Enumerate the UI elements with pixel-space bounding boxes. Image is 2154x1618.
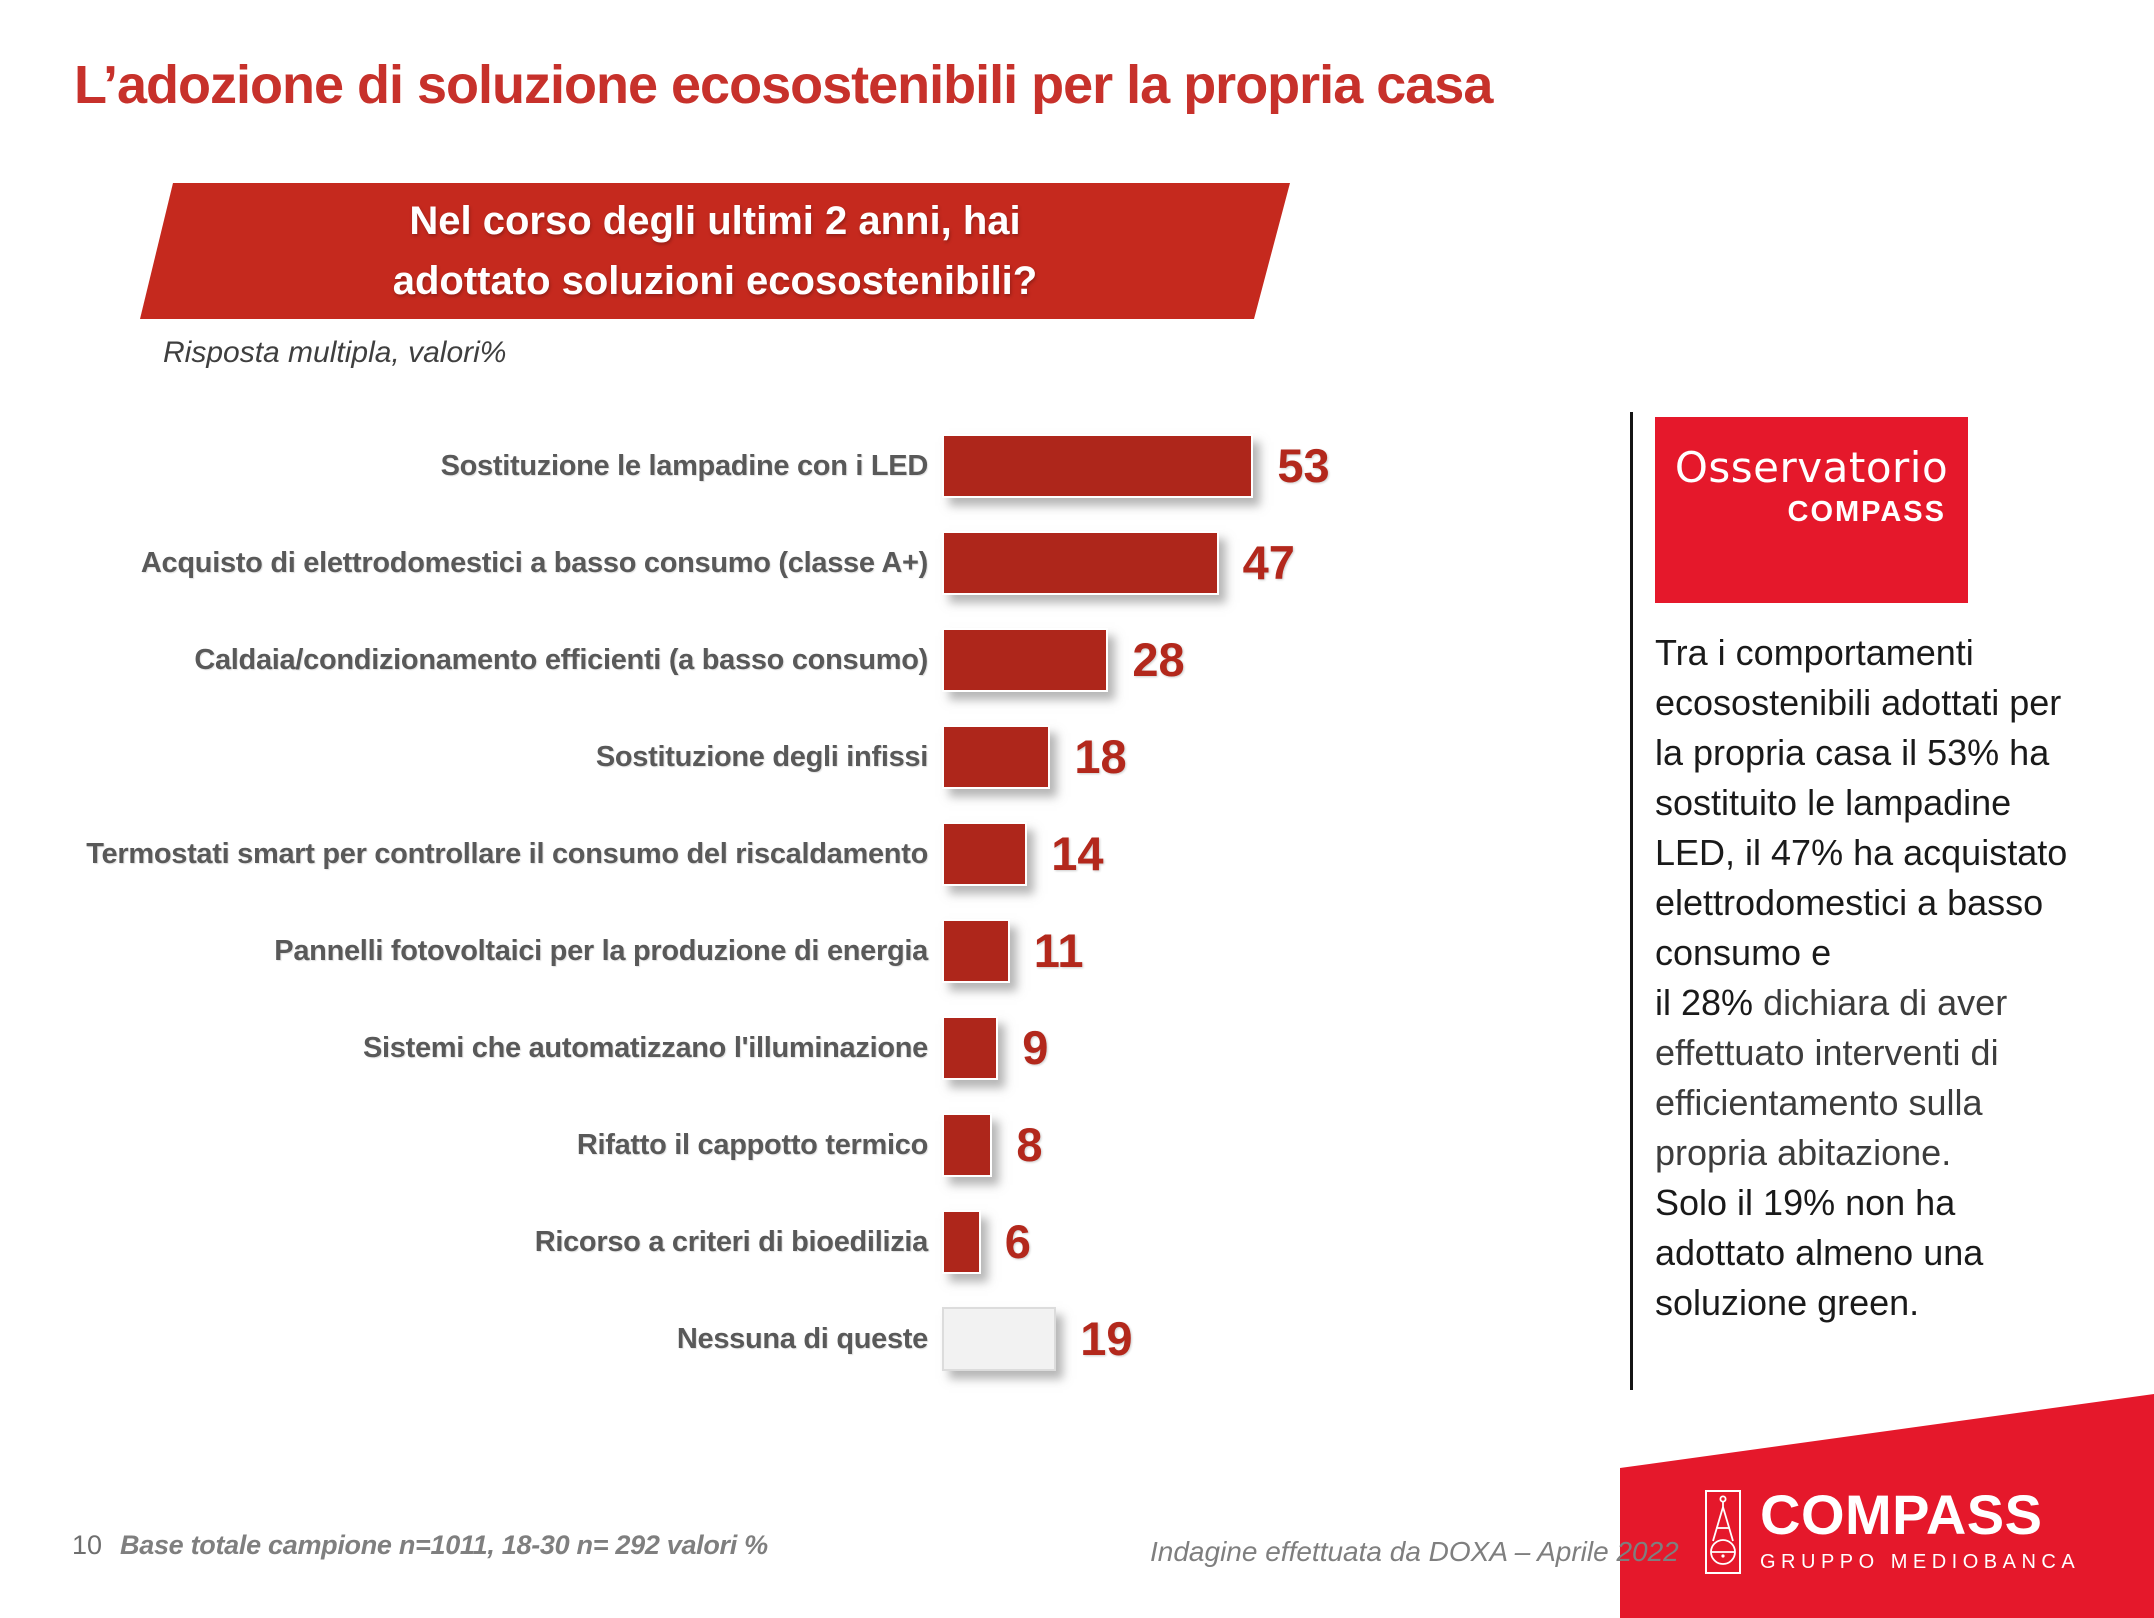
compass-brand-name: COMPASS (1760, 1483, 2043, 1546)
vertical-divider (1630, 412, 1633, 1390)
page-title: L’adozione di soluzione ecosostenibili p… (74, 55, 1493, 115)
bar (942, 821, 1028, 886)
chart-row: Caldaia/condizionamento efficienti (a ba… (70, 611, 1630, 708)
chart-row: Sostituzione le lampadine con i LED 53 (70, 417, 1630, 514)
category-label: Termostati smart per controllare il cons… (86, 837, 928, 870)
value-label: 18 (1074, 730, 1127, 783)
bar (942, 1209, 981, 1274)
compass-brand-text: COMPASS GRUPPO MEDIOBANCA (1760, 1486, 2140, 1574)
bar (942, 724, 1051, 789)
osservatorio-logo-script: Osservatorio (1674, 443, 1949, 492)
value-label: 14 (1051, 827, 1104, 880)
question-banner-line1: Nel corso degli ultimi 2 anni, hai (409, 199, 1021, 243)
chart-row: Sistemi che automatizzano l'illuminazion… (70, 999, 1630, 1096)
compass-brand-banner: COMPASS GRUPPO MEDIOBANCA (1620, 1394, 2154, 1618)
value-label: 47 (1242, 536, 1295, 589)
value-label: 19 (1080, 1312, 1133, 1365)
chart-row: Ricorso a criteri di bioedilizia 6 (70, 1193, 1630, 1290)
commentary-text: Tra i comportamenti ecosostenibili adott… (1655, 632, 2068, 1323)
osservatorio-compass-logo: Osservatorio COMPASS (1655, 417, 1968, 603)
chart-row: Pannelli fotovoltaici per la produzione … (70, 902, 1630, 999)
question-banner-line2: adottato soluzioni ecosostenibili? (392, 259, 1038, 303)
footer-left: 10 Base totale campione n=1011, 18-30 n=… (72, 1530, 768, 1561)
category-label: Ricorso a criteri di bioedilizia (534, 1225, 929, 1258)
bar (942, 1112, 993, 1177)
category-label: Caldaia/condizionamento efficienti (a ba… (194, 643, 928, 676)
category-label: Rifatto il cappotto termico (576, 1128, 928, 1161)
chart-row: Rifatto il cappotto termico 8 (70, 1096, 1630, 1193)
bar-none-of-these (942, 1306, 1057, 1371)
compass-brand-subname: GRUPPO MEDIOBANCA (1760, 1551, 2081, 1573)
category-label: Sistemi che automatizzano l'illuminazion… (362, 1031, 928, 1064)
category-label: Sostituzione le lampadine con i LED (440, 449, 929, 482)
bar (942, 530, 1219, 595)
bar (942, 918, 1010, 983)
page-number: 10 (72, 1530, 103, 1560)
value-label: 28 (1132, 633, 1185, 686)
drafting-compass-icon (1705, 1490, 1741, 1574)
bar (942, 627, 1109, 692)
value-label: 11 (1033, 924, 1084, 977)
value-label: 8 (1016, 1118, 1043, 1171)
bar (942, 433, 1254, 498)
survey-source-note: Indagine effettuata da DOXA – Aprile 202… (1150, 1536, 1679, 1567)
category-label: Sostituzione degli infissi (595, 740, 928, 773)
question-banner: Nel corso degli ultimi 2 anni, hai adott… (140, 183, 1290, 319)
value-label: 53 (1277, 439, 1330, 492)
bar-chart: Sostituzione le lampadine con i LED 53 A… (70, 417, 1630, 1387)
chart-row: Termostati smart per controllare il cons… (70, 805, 1630, 902)
chart-subtitle: Risposta multipla, valori% (163, 336, 507, 369)
category-label: Acquisto di elettrodomestici a basso con… (140, 546, 928, 579)
chart-row: Acquisto di elettrodomestici a basso con… (70, 514, 1630, 611)
sample-base-note: Base totale campione n=1011, 18-30 n= 29… (120, 1530, 768, 1560)
category-label: Nessuna di queste (676, 1322, 928, 1355)
bar (942, 1015, 999, 1080)
category-label: Pannelli fotovoltaici per la produzione … (274, 934, 928, 967)
value-label: 6 (1004, 1215, 1031, 1268)
value-label: 9 (1022, 1021, 1049, 1074)
chart-row: Nessuna di queste 19 (70, 1290, 1630, 1387)
chart-row: Sostituzione degli infissi 18 (70, 708, 1630, 805)
osservatorio-logo-compass: COMPASS (1787, 496, 1946, 528)
